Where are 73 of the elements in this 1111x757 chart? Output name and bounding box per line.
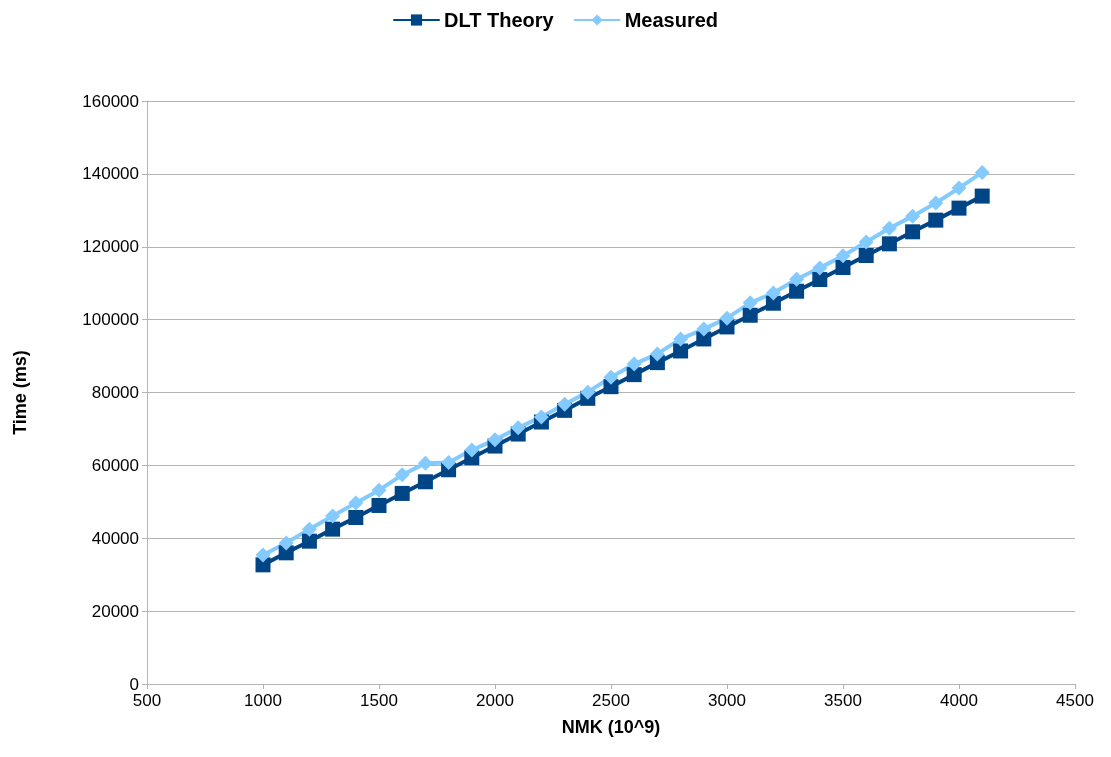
point [812,260,828,276]
point [301,533,317,549]
point [325,521,341,537]
x-tick-label: 3500 [824,691,862,710]
point [951,180,967,196]
y-tick-label: 80000 [91,383,139,402]
point [719,310,735,326]
point [394,467,410,483]
point [812,272,828,288]
point [696,321,712,337]
point [789,283,805,299]
point [974,164,990,180]
x-tick-label: 4000 [940,691,978,710]
point [580,384,596,400]
point [325,508,341,524]
point [928,195,944,211]
point [557,396,573,412]
point [928,212,944,228]
point [742,295,758,311]
point [371,497,387,513]
point [487,432,503,448]
point [974,188,990,204]
point [510,420,526,436]
point [951,200,967,216]
point [255,547,271,563]
point [603,369,619,385]
point [278,535,294,551]
y-tick-label: 160000 [82,91,139,111]
y-tick-label: 120000 [82,237,139,257]
point [626,367,642,383]
point [649,346,665,362]
point [881,236,897,252]
legend-label: DLT Theory [444,9,555,31]
x-tick-label: 1500 [360,691,398,710]
point [673,343,689,359]
point [464,442,480,458]
point [441,454,457,470]
point [835,260,851,276]
x-tick-label: 2000 [476,691,514,710]
point [348,495,364,511]
point [789,271,805,287]
y-tick-label: 60000 [91,455,139,475]
point [858,234,874,250]
y-tick-label: 20000 [91,601,139,621]
point [417,474,433,490]
point [765,295,781,311]
point [905,224,921,240]
legend-label: Measured [624,9,718,31]
point [881,220,897,236]
point [301,521,317,537]
y-tick-label: 140000 [82,164,139,184]
point [394,485,410,501]
y-tick-label: 0 [129,674,139,694]
x-tick-label: 500 [132,691,162,710]
y-tick-label: 100000 [82,310,139,330]
point [417,455,433,471]
point [765,285,781,301]
point [835,248,851,264]
x-tick-label: 1000 [244,691,282,710]
x-tick-label: 3000 [708,691,746,710]
point [626,356,642,372]
x-tick-label: 2500 [592,691,630,710]
x-axis-title: NMK (10^9) [561,717,661,737]
y-tick-label: 40000 [91,528,139,548]
point [742,307,758,323]
x-tick-label: 4500 [1056,691,1094,710]
point [673,331,689,347]
y-axis-title: Time (ms) [10,350,30,435]
point [348,509,364,525]
point [905,208,921,224]
point [858,247,874,263]
point [533,409,549,425]
point [371,482,387,498]
